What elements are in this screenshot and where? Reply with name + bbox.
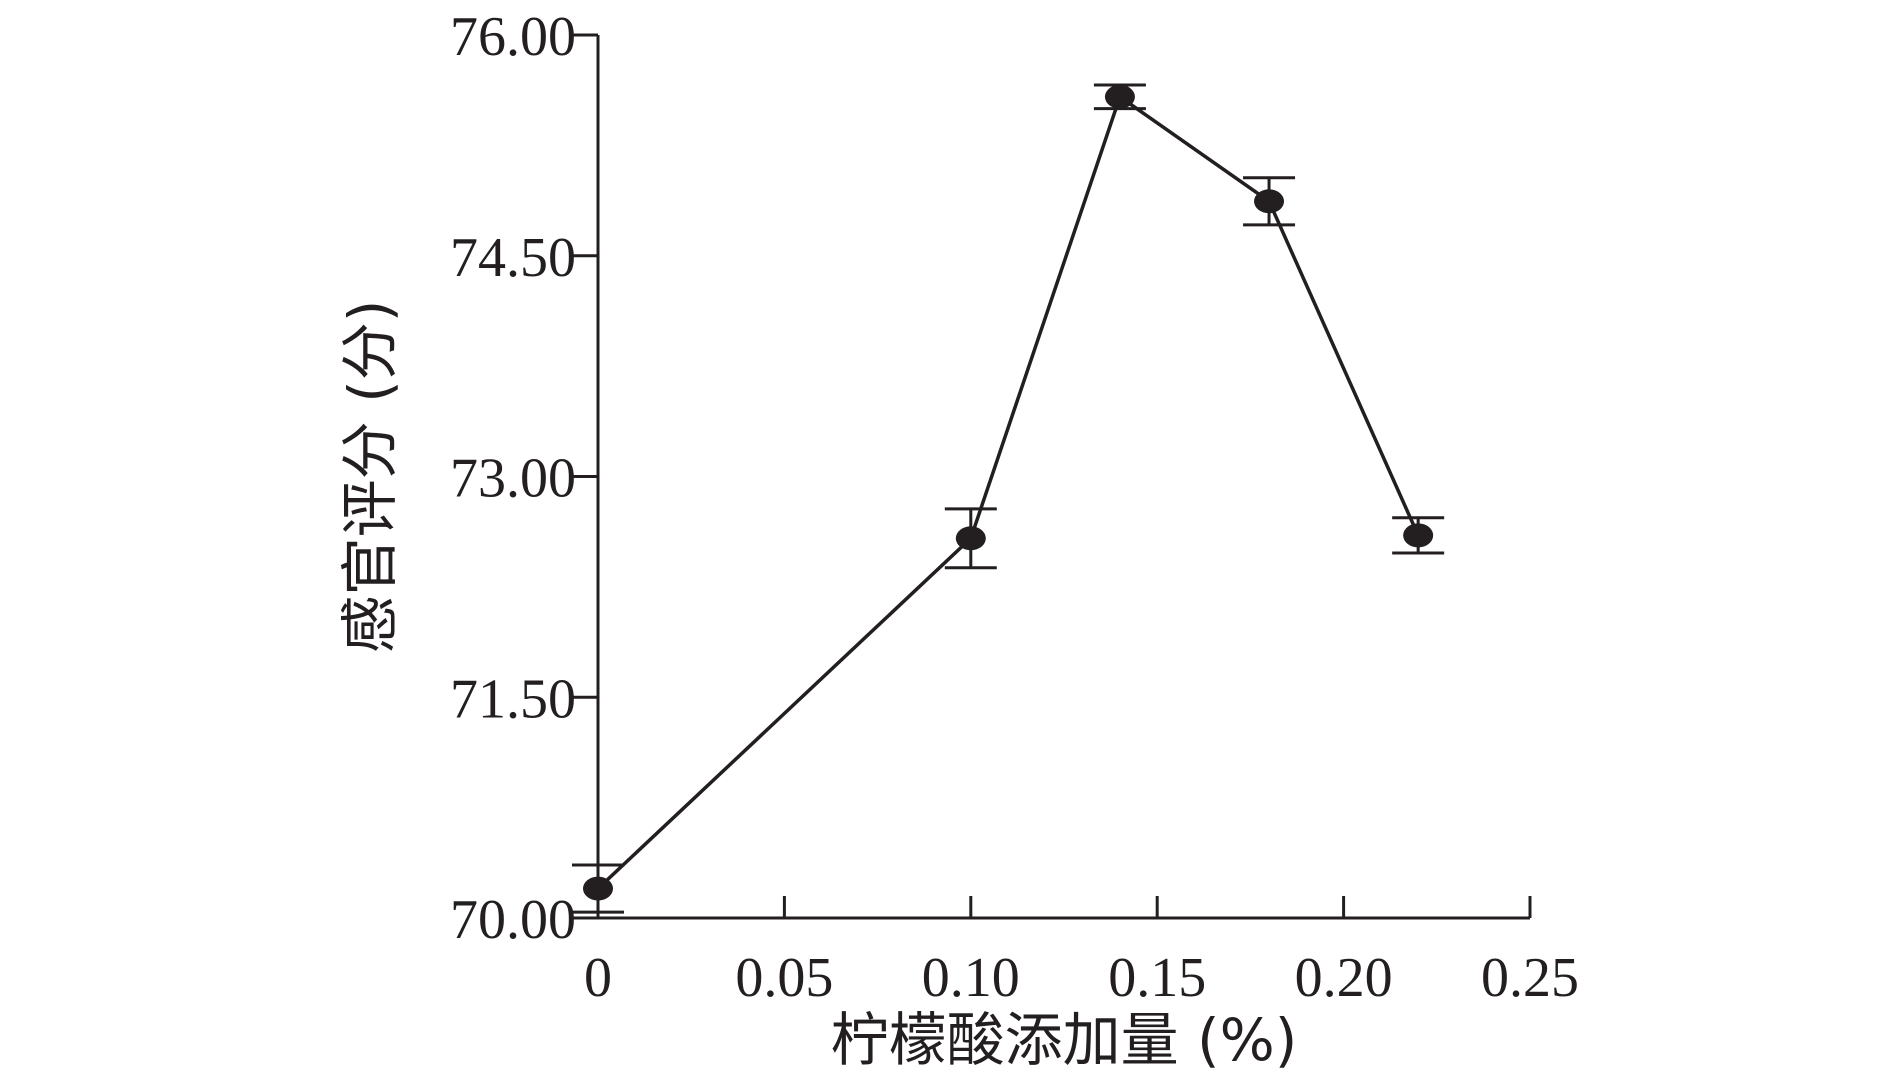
- data-point: [955, 526, 986, 551]
- y-tick-label: 70.00: [450, 889, 576, 951]
- y-axis-title: 感官评分 (分): [336, 300, 404, 654]
- x-tick-label: 0.05: [735, 947, 833, 1009]
- x-tick-label: 0.15: [1108, 947, 1206, 1009]
- x-tick-label: 0.25: [1481, 947, 1579, 1009]
- x-tick-label: 0.20: [1295, 947, 1393, 1009]
- x-axis-title: 柠檬酸添加量 (%): [831, 1006, 1298, 1074]
- x-ticks: 0 0.05 0.10 0.15 0.20 0.25: [584, 896, 1579, 1009]
- data-point: [1104, 84, 1135, 109]
- y-tick-label: 71.50: [450, 668, 576, 730]
- y-tick-label: 73.00: [450, 448, 576, 510]
- x-tick-label: 0: [584, 947, 612, 1009]
- data-point: [583, 876, 613, 901]
- y-tick-label: 76.00: [450, 6, 576, 68]
- data-series: [572, 83, 1445, 914]
- y-ticks: 70.00 71.50 73.00 74.50 76.00: [450, 6, 598, 951]
- series-line: [596, 94, 1420, 890]
- data-point: [1254, 189, 1285, 214]
- data-point: [1403, 523, 1434, 548]
- x-tick-label: 0.10: [922, 947, 1020, 1009]
- y-tick-label: 74.50: [450, 227, 576, 289]
